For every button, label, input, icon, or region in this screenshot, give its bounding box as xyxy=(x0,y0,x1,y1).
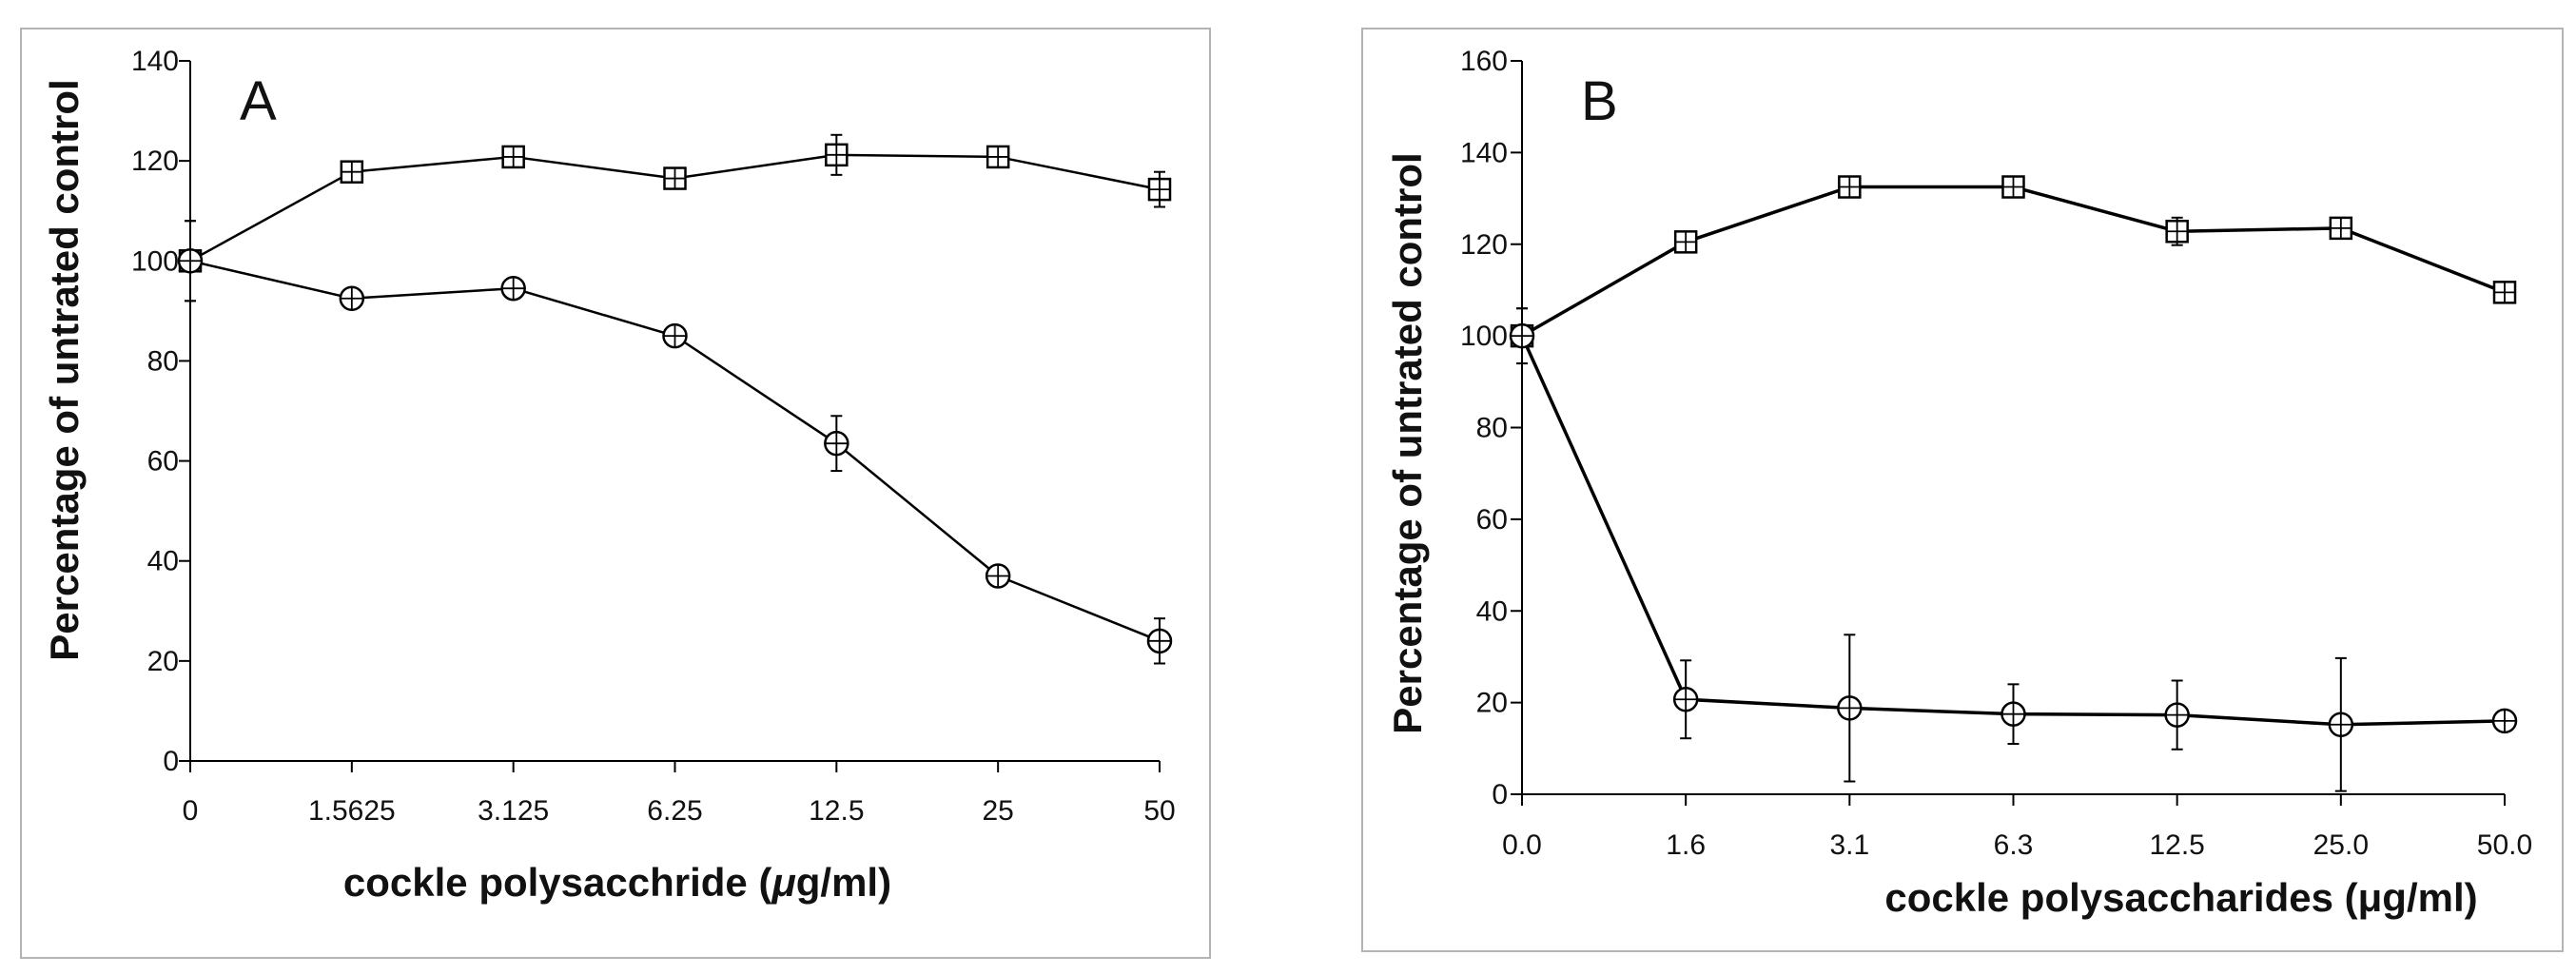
panel-a-label: A xyxy=(240,70,277,132)
panel-b-y-tick-label: 160 xyxy=(1460,46,1508,77)
panel-b-x-tick-label: 0.0 xyxy=(1502,829,1542,861)
panel-b-y-tick-label: 100 xyxy=(1460,321,1508,352)
panel-b-y-tick-label: 120 xyxy=(1460,229,1508,261)
panel-a-y-tick-label: 100 xyxy=(131,245,179,277)
panel-a-x-tick-label: 12.5 xyxy=(809,795,864,827)
panel-a-x-tick-label: 25 xyxy=(982,795,1013,827)
panel-a-frame xyxy=(20,28,1211,959)
panel-a-x-title-mu: μ xyxy=(771,860,795,905)
chart-panel-a: A Percentage of untrated control cockle … xyxy=(20,28,1211,959)
panel-a-x-tick-label: 1.5625 xyxy=(308,795,396,827)
panel-a-y-tick-label: 120 xyxy=(131,146,179,177)
panel-a-x-tick-label: 50 xyxy=(1143,795,1175,827)
panel-b-y-tick-label: 20 xyxy=(1476,688,1508,719)
panel-b-x-tick-label: 12.5 xyxy=(2149,829,2204,861)
panel-a-x-title-suffix: g/ml) xyxy=(796,860,891,905)
panel-a-y-tick-label: 140 xyxy=(131,46,179,77)
panel-a-markers xyxy=(177,143,1173,654)
panel-b-label: B xyxy=(1581,70,1618,132)
panel-b-axes: 0 20 40 60 80 100 120 140 160 0.0 1.6 3.1 6.3 12.5 25.… xyxy=(1460,46,2532,861)
panel-b-x-tick-label: 6.3 xyxy=(1994,829,2034,861)
panel-b-frame xyxy=(1361,28,2564,952)
panel-b-y-tick-label: 40 xyxy=(1476,595,1508,627)
panel-a-y-tick-label: 20 xyxy=(147,646,179,677)
panel-a-y-tick-label: 60 xyxy=(147,446,179,478)
panel-b-y-tick-label: 80 xyxy=(1476,413,1508,444)
panel-b-y-tick-label: 0 xyxy=(1492,779,1508,810)
chart-panel-b: B Percentage of untrated control cockle … xyxy=(1361,28,2564,952)
panel-b-markers xyxy=(1509,175,2518,738)
panel-a-y-tick-label: 80 xyxy=(147,345,179,377)
panel-a-y-tick-label: 0 xyxy=(163,746,179,777)
panel-a-x-axis-title: cockle polysacchride (μg/ml) xyxy=(343,860,891,905)
panel-b-y-tick-label: 140 xyxy=(1460,137,1508,168)
panel-b-y-tick-label: 60 xyxy=(1476,504,1508,536)
panel-a-axes: 0 20 40 60 80 100 120 140 0 1.5625 3.125 6.25 12.5 25… xyxy=(131,46,1176,827)
panel-b-y-axis-title: Percentage of untrated control xyxy=(1385,152,1430,733)
panel-a-y-tick-label: 40 xyxy=(147,546,179,577)
panel-b-x-tick-label: 50.0 xyxy=(2477,829,2532,861)
panel-b-x-axis-title: cockle polysaccharides (μg/ml) xyxy=(1884,875,2477,920)
panel-b-x-tick-label: 3.1 xyxy=(1829,829,1869,861)
panel-a-x-title-prefix: cockle polysacchride ( xyxy=(343,860,772,905)
panel-a-x-tick-label: 6.25 xyxy=(647,795,702,827)
panel-b-x-tick-label: 1.6 xyxy=(1666,829,1706,861)
panel-b-x-tick-label: 25.0 xyxy=(2313,829,2369,861)
panel-a-x-tick-label: 3.125 xyxy=(478,795,549,827)
panel-a-y-axis-title: Percentage of untrated control xyxy=(42,79,87,660)
panel-a-x-tick-label: 0 xyxy=(183,795,199,827)
